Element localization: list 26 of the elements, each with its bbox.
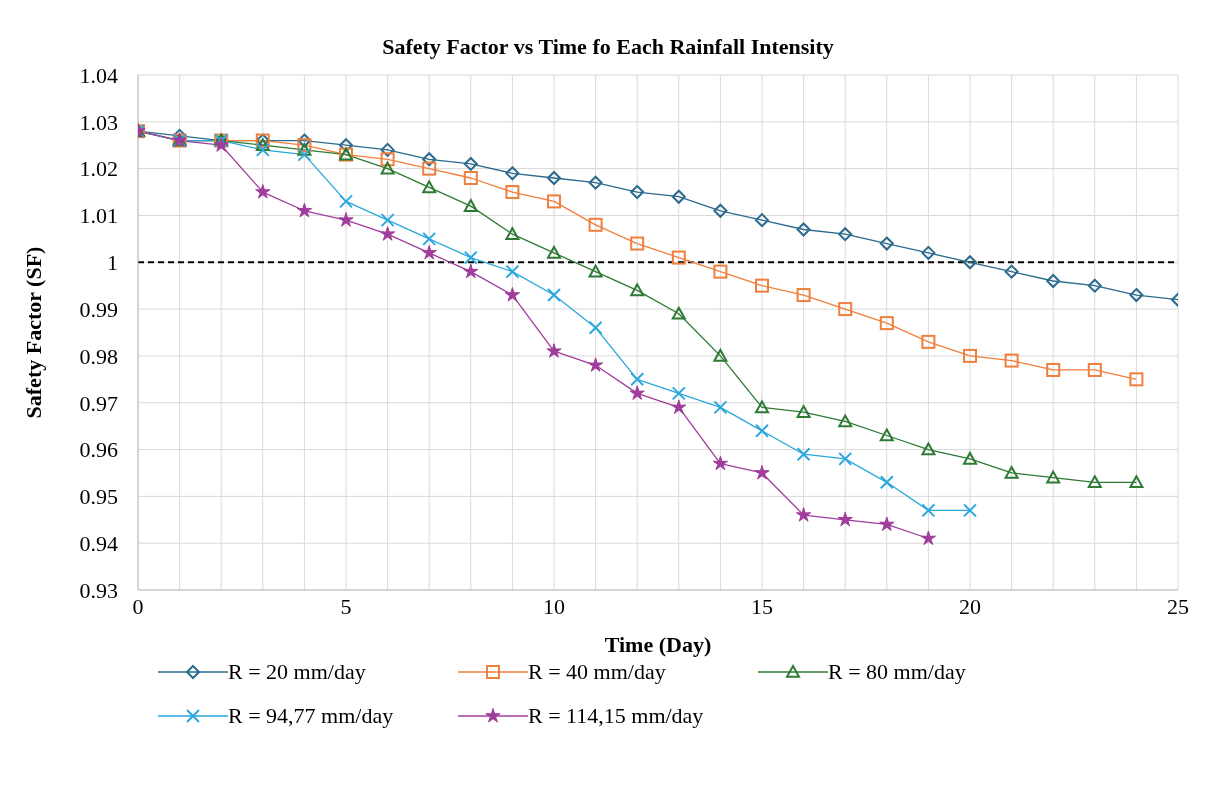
x-tick-label: 20: [959, 593, 981, 619]
x-tick-label: 15: [751, 593, 773, 619]
y-tick-label: 0.97: [79, 390, 118, 416]
chart-title: Safety Factor vs Time fo Each Rainfall Intensity: [381, 33, 835, 60]
y-tick-label: 0.95: [79, 484, 118, 510]
y-tick-label: 1.03: [79, 109, 118, 135]
x-tick-label: 0: [132, 593, 144, 619]
legend-label: R = 94,77 mm/day: [228, 703, 394, 729]
y-tick-label: 0.98: [79, 343, 118, 369]
y-tick-label: 1.02: [79, 156, 118, 182]
y-tick-label: 0.94: [79, 530, 118, 556]
y-axis-title: Safety Factor (SF): [20, 246, 46, 419]
y-tick-label: 1: [107, 250, 118, 276]
x-axis-title: Time (Day): [604, 632, 712, 657]
x-tick-label: 10: [543, 593, 565, 619]
x-tick-label: 5: [340, 593, 352, 619]
legend-label: R = 40 mm/day: [528, 659, 666, 685]
legend-label: R = 80 mm/day: [828, 659, 966, 685]
y-tick-label: 0.93: [79, 577, 118, 603]
x-tick-label: 25: [1167, 593, 1189, 619]
legend-label: R = 114,15 mm/day: [528, 703, 704, 729]
y-tick-label: 0.99: [79, 296, 118, 322]
y-tick-label: 0.96: [79, 437, 118, 463]
y-tick-label: 1.01: [79, 203, 118, 229]
y-tick-label: 1.04: [79, 62, 118, 88]
legend-label: R = 20 mm/day: [228, 659, 366, 685]
